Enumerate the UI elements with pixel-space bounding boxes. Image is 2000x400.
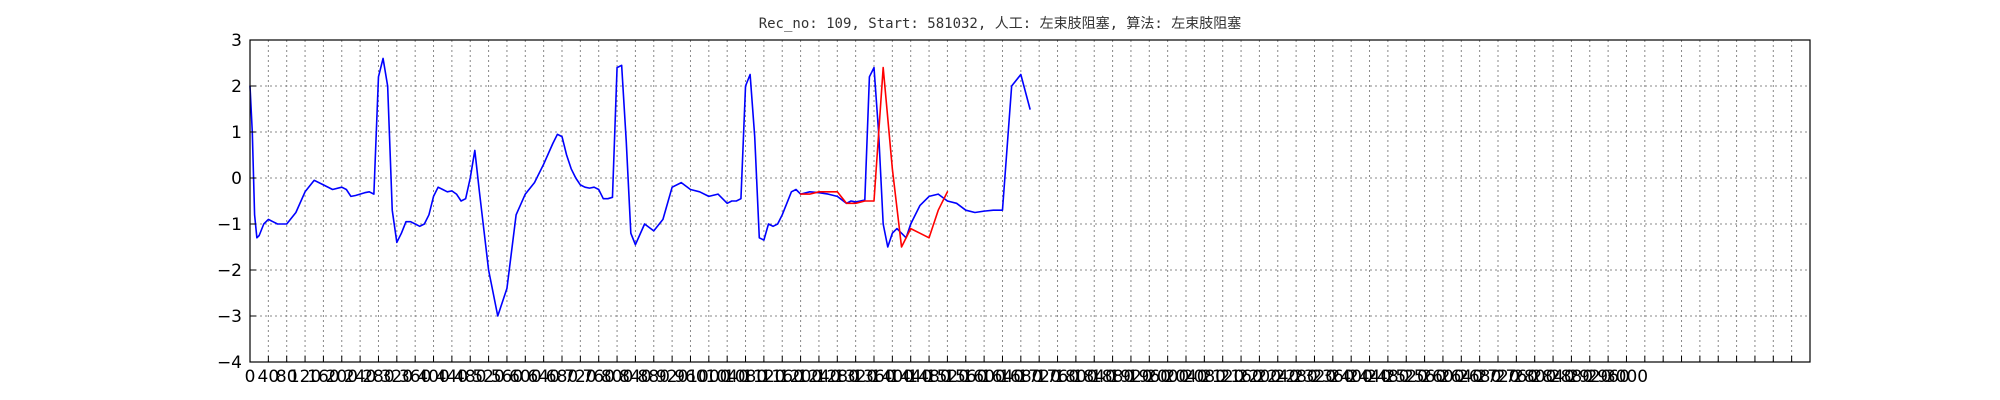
x-tick-label: 560	[491, 367, 523, 387]
series-layer	[249, 57, 1031, 317]
x-tick-label: 40	[258, 367, 280, 387]
x-tick-label: 1000	[687, 367, 730, 387]
x-tick-label: 3000	[1605, 367, 1648, 387]
x-tick-label: 2280	[1274, 367, 1317, 387]
x-tick-label: 1160	[761, 367, 804, 387]
x-tick-label: 960	[674, 367, 706, 387]
y-tick-label: −1	[217, 215, 242, 235]
x-tick-label: 2000	[1146, 367, 1189, 387]
y-tick-label: −2	[217, 261, 242, 281]
x-tick-label: 800	[601, 367, 633, 387]
y-tick-label: 1	[231, 123, 242, 143]
x-tick-label: 2400	[1330, 367, 1373, 387]
series-red-line	[799, 66, 949, 248]
x-tick-label: 880	[638, 367, 670, 387]
x-tick-label: 1200	[779, 367, 822, 387]
x-tick-label: 2760	[1495, 367, 1538, 387]
x-tick-label: 2960	[1586, 367, 1629, 387]
x-tick-label: 1440	[889, 367, 932, 387]
y-tick-label: −3	[217, 307, 242, 327]
x-tick-label: 2680	[1458, 367, 1501, 387]
chart-title: Rec_no: 109, Start: 581032, 人工: 左束肢阻塞, 算…	[759, 15, 1242, 32]
x-tick-label: 2440	[1348, 367, 1391, 387]
x-tick-label: 1760	[1036, 367, 1079, 387]
x-tick-label: 2480	[1366, 367, 1409, 387]
x-tick-label: 280	[362, 367, 394, 387]
x-tick-label: 360	[399, 367, 431, 387]
grid-layer	[249, 39, 1811, 363]
x-tick-label: 1080	[724, 367, 767, 387]
x-tick-label: 1040	[706, 367, 749, 387]
x-tick-label: 1840	[1073, 367, 1116, 387]
x-tick-label: 1320	[834, 367, 877, 387]
x-tick-label: 1360	[852, 367, 895, 387]
x-tick-label: 1680	[999, 367, 1042, 387]
x-tick-label: 2200	[1238, 367, 1281, 387]
x-tick-label: 2560	[1403, 367, 1446, 387]
x-tick-label: 2880	[1550, 367, 1593, 387]
x-tick-label: 640	[527, 367, 559, 387]
x-tick-label: 1520	[926, 367, 969, 387]
x-tick-label: 760	[582, 367, 614, 387]
x-tick-label: 400	[417, 367, 449, 387]
y-tick-label: 0	[231, 169, 242, 189]
x-tick-label: 2320	[1293, 367, 1336, 387]
x-tick-label: 1240	[797, 367, 840, 387]
x-tick-label: 2640	[1440, 367, 1483, 387]
x-tick-label: 2240	[1256, 367, 1299, 387]
x-tick-label: 2080	[1183, 367, 1226, 387]
y-tick-label: 2	[231, 77, 242, 97]
y-tick-layer: −4 −3 −2 −1 0 1 2 3	[217, 31, 256, 373]
x-tick-label: 1960	[1128, 367, 1171, 387]
plot-frame	[249, 39, 1811, 363]
x-tick-label: 120	[289, 367, 321, 387]
x-tick-label: 2720	[1476, 367, 1519, 387]
x-tick-label: 440	[436, 367, 468, 387]
x-tick-label: 1120	[742, 367, 785, 387]
x-tick-label: 80	[276, 367, 298, 387]
x-tick-label: 1640	[981, 367, 1024, 387]
x-tick-label: 2040	[1164, 367, 1207, 387]
x-tick-label: 1600	[962, 367, 1005, 387]
x-tick-label: 2840	[1531, 367, 1574, 387]
x-tick-label: 1560	[944, 367, 987, 387]
x-tick-label: 1880	[1091, 367, 1134, 387]
x-tick-label: 680	[546, 367, 578, 387]
x-tick-label: 1720	[1018, 367, 1061, 387]
x-tick-label: 160	[307, 367, 339, 387]
series-blue-line	[249, 57, 1031, 317]
x-tick-label: 1920	[1109, 367, 1152, 387]
x-tick-label: 2920	[1568, 367, 1611, 387]
x-tick-label: 1400	[871, 367, 914, 387]
x-tick-label: 1800	[1054, 367, 1097, 387]
x-tick-label: 480	[454, 367, 486, 387]
x-tick-label: 920	[656, 367, 688, 387]
x-tick-label: 1280	[816, 367, 859, 387]
x-tick-label: 2520	[1385, 367, 1428, 387]
y-tick-label: −4	[217, 353, 242, 373]
x-tick-label: 1480	[907, 367, 950, 387]
x-tick-label: 2600	[1421, 367, 1464, 387]
x-tick-label: 2800	[1513, 367, 1556, 387]
x-tick-label: 320	[381, 367, 413, 387]
x-tick-label: 840	[619, 367, 651, 387]
x-tick-label: 2120	[1201, 367, 1244, 387]
x-tick-label: 720	[564, 367, 596, 387]
y-tick-label: 3	[231, 31, 242, 51]
x-tick-label: 200	[326, 367, 358, 387]
x-tick-label: 0	[245, 367, 256, 387]
x-tick-layer: 0 408012016020024028032036040044048052056…	[245, 356, 1811, 387]
x-tick-label: 520	[472, 367, 504, 387]
x-tick-label: 600	[509, 367, 541, 387]
x-tick-label: 2160	[1219, 367, 1262, 387]
x-tick-label: 2360	[1311, 367, 1354, 387]
x-tick-label: 240	[344, 367, 376, 387]
